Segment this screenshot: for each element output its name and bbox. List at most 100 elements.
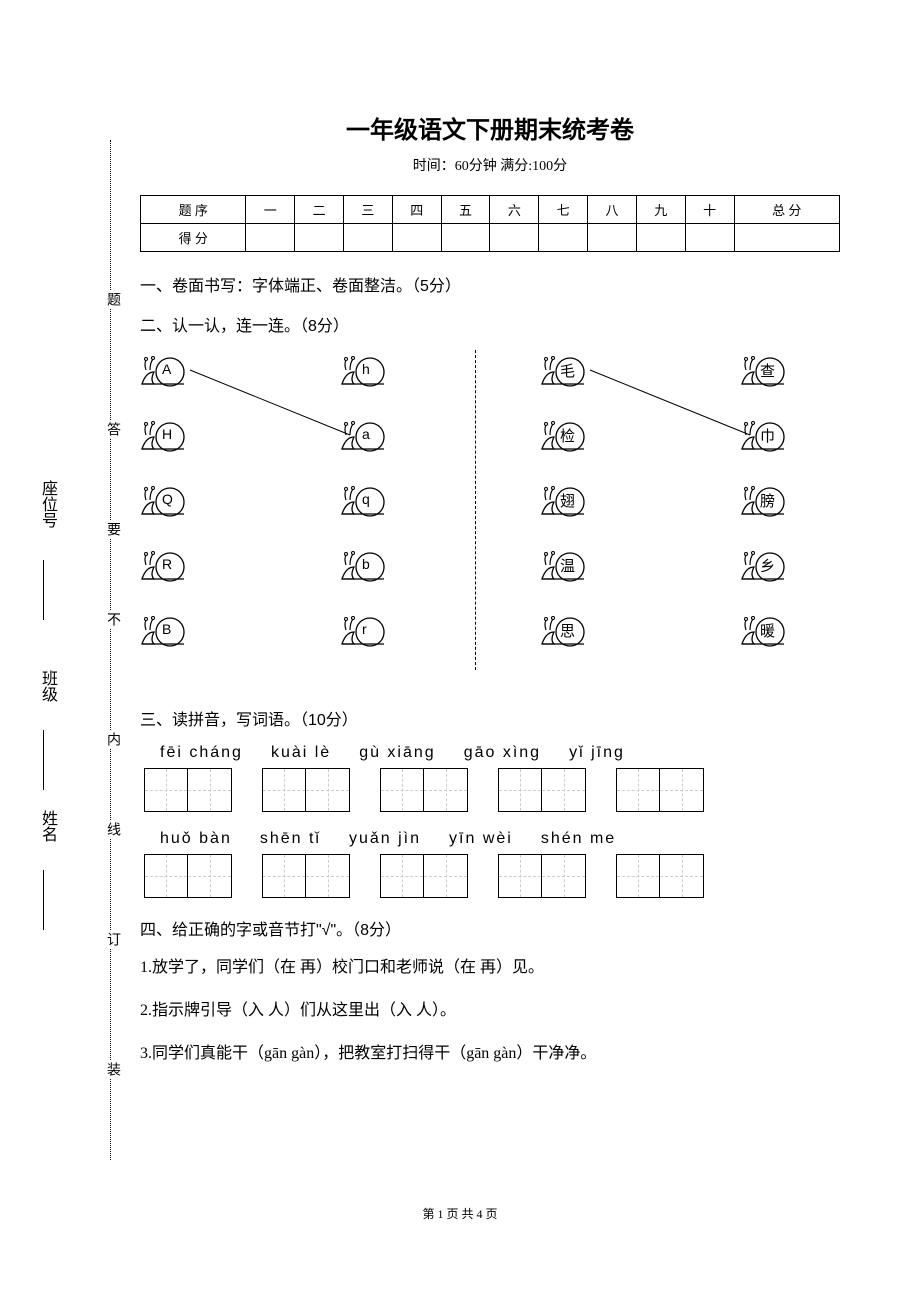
snail-item: 检 bbox=[540, 415, 590, 455]
score-header-cell: 二 bbox=[295, 196, 344, 224]
score-header-cell: 四 bbox=[392, 196, 441, 224]
snail-item: Q bbox=[140, 480, 190, 520]
pinyin-row-1: fēi cháng kuài lè gù xiāng gāo xìng yǐ jīng bbox=[160, 744, 840, 762]
score-header-cell: 三 bbox=[344, 196, 393, 224]
snail-label: q bbox=[362, 491, 370, 507]
score-header-cell: 六 bbox=[490, 196, 539, 224]
char-box bbox=[306, 854, 350, 898]
snail-label: A bbox=[162, 361, 171, 377]
score-blank-cell bbox=[636, 224, 685, 252]
char-box bbox=[616, 854, 660, 898]
char-box bbox=[616, 768, 660, 812]
q4-line-3: 3.同学们真能干（gān gàn），把教室打扫得干（gān gàn）干净净。 bbox=[140, 1040, 840, 1069]
score-blank-cell bbox=[490, 224, 539, 252]
snail-label: 温 bbox=[560, 555, 575, 576]
snail-label: b bbox=[362, 556, 370, 572]
score-header-cell: 十 bbox=[685, 196, 734, 224]
char-box-pair bbox=[498, 854, 586, 898]
char-box bbox=[188, 768, 232, 812]
pinyin-word: shēn tǐ bbox=[260, 830, 321, 848]
q4-line-2: 2.指示牌引导（入 人）们从这里出（入 人）。 bbox=[140, 997, 840, 1026]
pinyin-word: gù xiāng bbox=[359, 744, 436, 762]
char-box bbox=[542, 854, 586, 898]
score-header-cell: 总 分 bbox=[734, 196, 839, 224]
page-footer: 第 1 页 共 4 页 bbox=[0, 1205, 920, 1222]
char-box bbox=[262, 768, 306, 812]
char-box-pair bbox=[498, 768, 586, 812]
score-blank-cell bbox=[392, 224, 441, 252]
char-box bbox=[188, 854, 232, 898]
char-box-pair bbox=[144, 768, 232, 812]
score-row-label: 得 分 bbox=[141, 224, 246, 252]
snail-item: H bbox=[140, 415, 190, 455]
char-box bbox=[424, 768, 468, 812]
snail-item: 思 bbox=[540, 610, 590, 650]
exam-title: 一年级语文下册期末统考卷 bbox=[140, 110, 840, 145]
char-box bbox=[660, 854, 704, 898]
char-box-pair bbox=[262, 854, 350, 898]
score-table: 题 序一二三四五六七八九十总 分 得 分 bbox=[140, 195, 840, 252]
snail-item: 毛 bbox=[540, 350, 590, 390]
snail-item: 暖 bbox=[740, 610, 790, 650]
score-blank-cell bbox=[344, 224, 393, 252]
writing-boxes-row-1 bbox=[144, 768, 840, 812]
char-box bbox=[424, 854, 468, 898]
score-blank-cell bbox=[685, 224, 734, 252]
exam-subtitle: 时间：60分钟 满分:100分 bbox=[140, 155, 840, 175]
snail-item: a bbox=[340, 415, 390, 455]
snail-item: 膀 bbox=[740, 480, 790, 520]
snail-item: 乡 bbox=[740, 545, 790, 585]
snail-label: 思 bbox=[560, 620, 575, 641]
char-box-pair bbox=[380, 768, 468, 812]
char-box bbox=[660, 768, 704, 812]
snail-label: 乡 bbox=[760, 555, 775, 576]
q4-line-1: 1.放学了，同学们（在 再）校门口和老师说（在 再）见。 bbox=[140, 954, 840, 983]
char-box bbox=[380, 768, 424, 812]
snail-label: r bbox=[362, 621, 367, 637]
snail-item: r bbox=[340, 610, 390, 650]
pinyin-word: fēi cháng bbox=[160, 744, 243, 762]
char-box bbox=[498, 768, 542, 812]
char-box bbox=[144, 854, 188, 898]
snail-label: 膀 bbox=[760, 490, 775, 511]
score-blank-cell bbox=[441, 224, 490, 252]
snail-label: 巾 bbox=[760, 425, 775, 446]
snail-item: 温 bbox=[540, 545, 590, 585]
char-box-pair bbox=[380, 854, 468, 898]
score-header-cell: 题 序 bbox=[141, 196, 246, 224]
pinyin-word: yuǎn jìn bbox=[349, 830, 421, 848]
snail-item: b bbox=[340, 545, 390, 585]
char-box-pair bbox=[262, 768, 350, 812]
snail-label: a bbox=[362, 426, 370, 442]
snail-label: 翅 bbox=[560, 490, 575, 511]
snail-label: R bbox=[162, 556, 172, 572]
snail-label: B bbox=[162, 621, 171, 637]
pinyin-word: gāo xìng bbox=[464, 744, 541, 762]
pinyin-word: huǒ bàn bbox=[160, 830, 232, 848]
char-box bbox=[262, 854, 306, 898]
snail-item: 查 bbox=[740, 350, 790, 390]
score-header-cell: 五 bbox=[441, 196, 490, 224]
section-1-heading: 一、卷面书写：字体端正、卷面整洁。（5分） bbox=[140, 272, 840, 296]
char-box bbox=[144, 768, 188, 812]
char-box-pair bbox=[616, 768, 704, 812]
snail-item: 巾 bbox=[740, 415, 790, 455]
char-box bbox=[306, 768, 350, 812]
score-blank-cell bbox=[588, 224, 637, 252]
snail-label: 暖 bbox=[760, 620, 775, 641]
char-box-pair bbox=[616, 854, 704, 898]
score-header-cell: 七 bbox=[539, 196, 588, 224]
char-box-pair bbox=[144, 854, 232, 898]
score-header-cell: 一 bbox=[246, 196, 295, 224]
vertical-divider bbox=[475, 350, 476, 670]
pinyin-word: kuài lè bbox=[271, 744, 331, 762]
char-box bbox=[380, 854, 424, 898]
snail-label: 检 bbox=[560, 425, 575, 446]
snail-item: A bbox=[140, 350, 190, 390]
snail-item: B bbox=[140, 610, 190, 650]
score-blank-cell bbox=[539, 224, 588, 252]
score-header-cell: 八 bbox=[588, 196, 637, 224]
section-4-heading: 四、给正确的字或音节打"√"。（8分） bbox=[140, 916, 840, 940]
section-3-heading: 三、读拼音，写词语。（10分） bbox=[140, 706, 840, 730]
pinyin-word: yǐ jīng bbox=[569, 744, 625, 762]
